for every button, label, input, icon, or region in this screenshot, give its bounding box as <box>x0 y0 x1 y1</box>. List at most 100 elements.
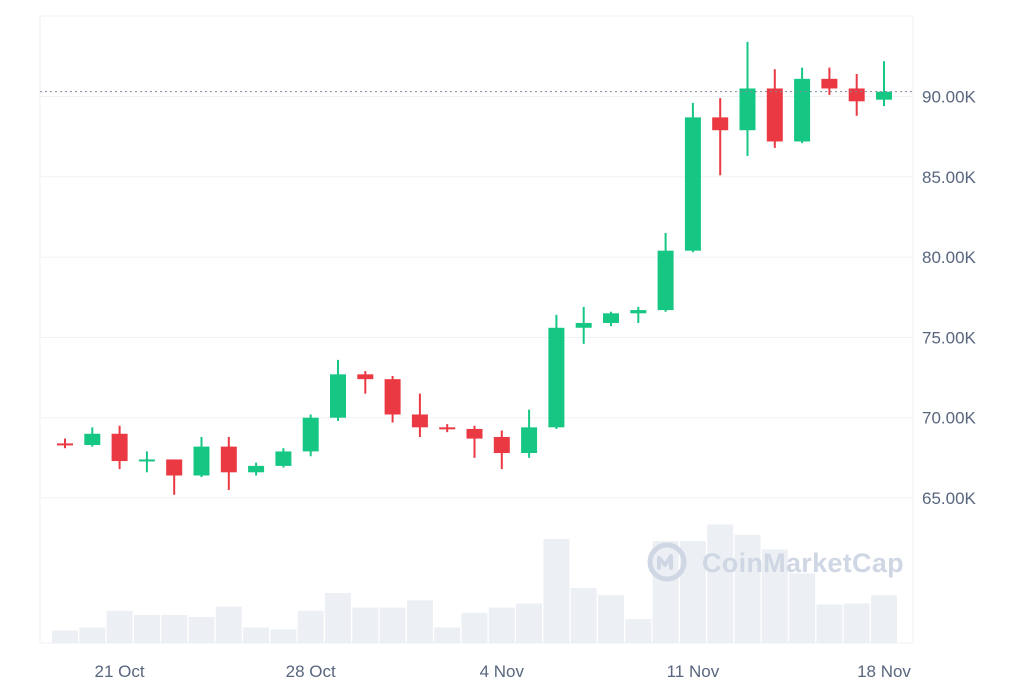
candle[interactable] <box>821 67 838 95</box>
candle[interactable] <box>876 61 892 107</box>
candle[interactable] <box>220 436 237 490</box>
candle[interactable] <box>848 74 865 116</box>
candle[interactable] <box>411 393 428 437</box>
candle-body <box>657 250 674 311</box>
watermark: CoinMarketCap <box>647 542 904 582</box>
volume-bar <box>871 595 897 643</box>
candle-body <box>84 433 101 446</box>
candle[interactable] <box>275 448 292 468</box>
candle-body <box>138 459 155 462</box>
candle-body <box>302 417 319 452</box>
candle[interactable] <box>166 459 183 495</box>
candle[interactable] <box>357 371 374 394</box>
candle-body <box>193 446 210 476</box>
volume-bar <box>352 607 379 643</box>
candle-body <box>630 310 647 314</box>
volume-bar <box>133 614 160 643</box>
candle[interactable] <box>657 233 674 312</box>
candle[interactable] <box>630 306 647 323</box>
candle[interactable] <box>493 430 510 470</box>
volume-bar <box>625 619 652 643</box>
volume-bar <box>543 539 570 643</box>
volume-bar <box>488 607 515 643</box>
volume-bar <box>79 627 106 643</box>
candle[interactable] <box>57 438 73 449</box>
volume-bar <box>652 541 679 643</box>
candle[interactable] <box>739 41 756 156</box>
volume-bar <box>106 610 133 643</box>
volume-bar <box>761 549 788 643</box>
y-tick-label: 65.00K <box>922 489 977 508</box>
y-tick-label: 75.00K <box>922 328 977 347</box>
candle[interactable] <box>712 98 729 176</box>
candle-body <box>521 427 538 454</box>
candle[interactable] <box>439 424 456 433</box>
volume-bar <box>297 610 324 643</box>
candle[interactable] <box>248 462 265 476</box>
x-tick-label: 11 Nov <box>667 662 720 681</box>
candle-body <box>466 428 483 439</box>
volume-bar <box>434 627 461 643</box>
volume-bar <box>161 614 188 643</box>
candle-body <box>876 91 892 100</box>
volume-bar <box>243 627 270 643</box>
candle[interactable] <box>302 414 319 457</box>
candle[interactable] <box>193 436 210 478</box>
candle-body <box>848 88 865 102</box>
volume-bar <box>570 587 597 643</box>
candle[interactable] <box>603 311 619 327</box>
candle[interactable] <box>138 451 155 473</box>
y-tick-label: 80.00K <box>922 248 977 267</box>
candle[interactable] <box>548 314 565 429</box>
volume-bar <box>52 630 78 643</box>
volume-bar <box>816 604 843 643</box>
candle-body <box>575 322 592 328</box>
x-tick-label: 18 Nov <box>857 662 911 681</box>
candle-body <box>548 327 565 428</box>
candle[interactable] <box>330 359 346 421</box>
x-tick-label: 21 Oct <box>95 662 145 681</box>
candle[interactable] <box>521 409 538 458</box>
candle[interactable] <box>384 375 401 423</box>
candle[interactable] <box>684 102 701 253</box>
candle[interactable] <box>766 69 783 148</box>
volume-bar <box>734 534 761 643</box>
volume-bar <box>406 600 433 643</box>
volume-bar <box>789 573 816 643</box>
candle-body <box>384 379 401 415</box>
candle[interactable] <box>84 427 101 447</box>
x-tick-label: 4 Nov <box>480 662 525 681</box>
candle[interactable] <box>466 425 483 458</box>
coinmarketcap-logo-icon <box>647 542 687 582</box>
candle-body <box>739 88 756 131</box>
candle-body <box>794 78 811 142</box>
candle[interactable] <box>111 425 128 470</box>
candle-body <box>493 436 510 454</box>
x-axis: 21 Oct 28 Oct 4 Nov 11 Nov 18 Nov <box>95 662 912 681</box>
candle-body <box>275 451 292 466</box>
volume-bar <box>188 617 215 643</box>
volume-bar <box>270 629 297 643</box>
candles <box>57 41 892 495</box>
candle-body <box>57 443 73 446</box>
volume-bar <box>707 524 734 643</box>
volume-bar <box>461 612 488 643</box>
candle-body <box>248 465 265 473</box>
watermark-text: CoinMarketCap <box>702 548 904 578</box>
candle-body <box>439 427 456 430</box>
candle-body <box>357 374 374 380</box>
volume-bar <box>598 595 624 643</box>
volume-bar <box>325 593 351 643</box>
candle-body <box>330 374 346 418</box>
y-tick-label: 85.00K <box>922 168 977 187</box>
candle-body <box>821 78 838 89</box>
candle[interactable] <box>575 306 592 344</box>
x-tick-label: 28 Oct <box>286 662 336 681</box>
candle[interactable] <box>794 67 811 144</box>
y-axis: 65.00K 70.00K 75.00K 80.00K 85.00K 90.00K <box>922 88 977 509</box>
volume-bar <box>215 606 242 643</box>
candle-body <box>111 433 128 462</box>
y-tick-label: 90.00K <box>922 88 977 107</box>
